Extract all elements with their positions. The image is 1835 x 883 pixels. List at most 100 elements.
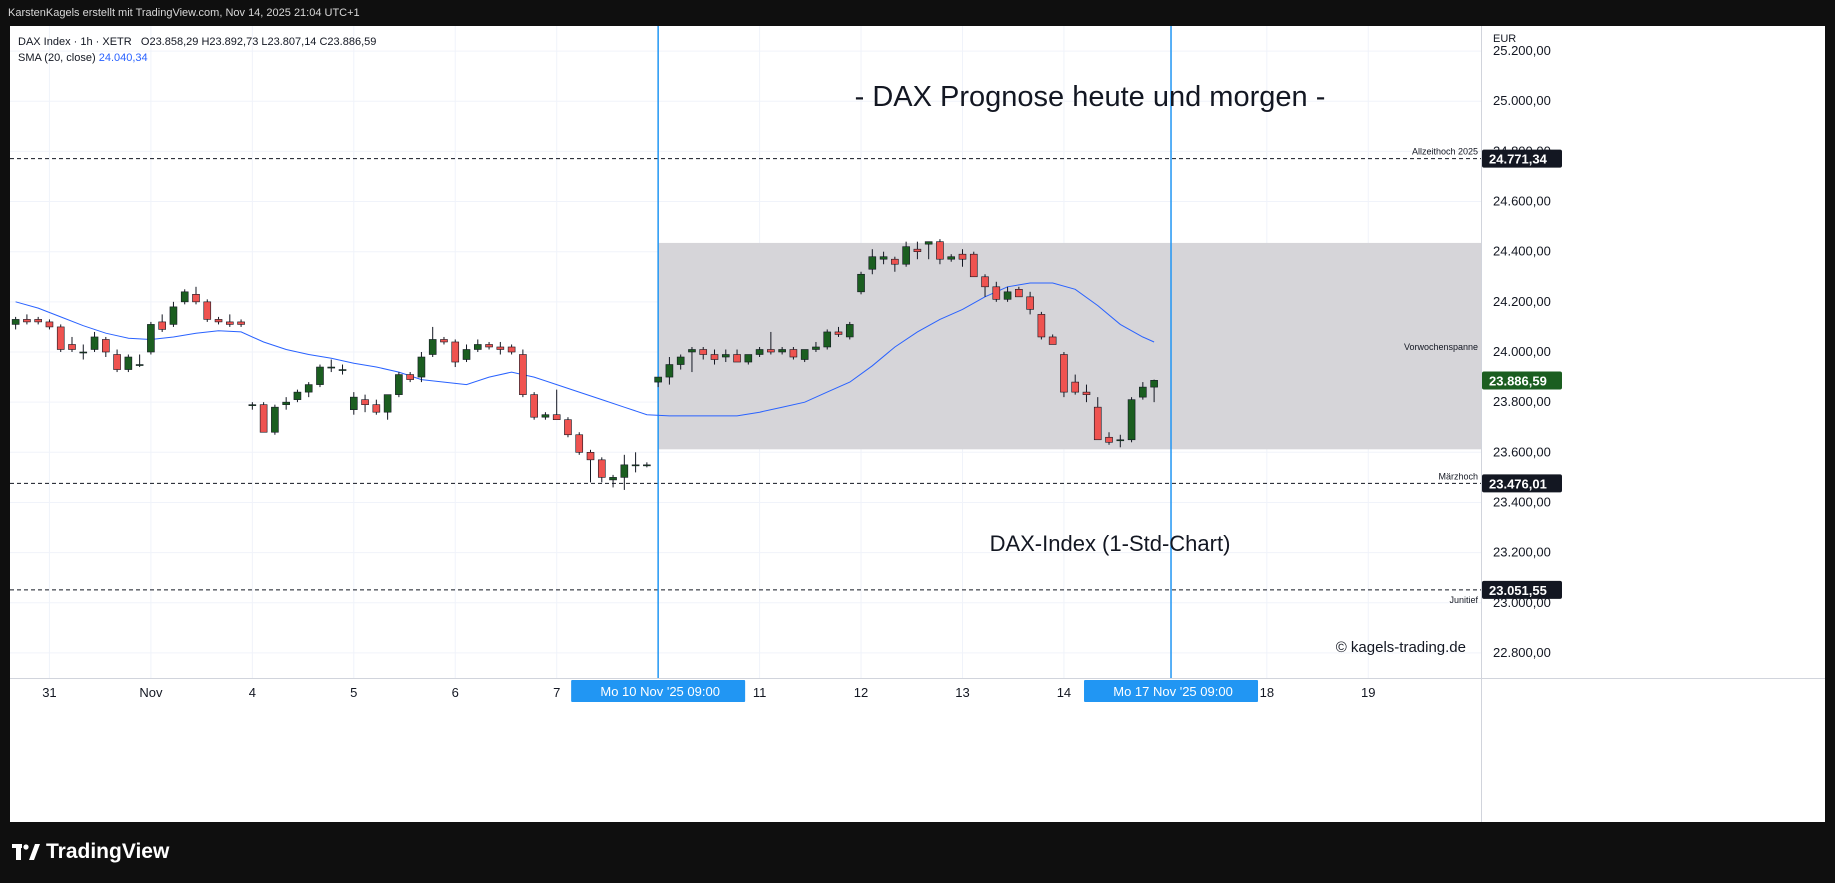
candle-body (372, 404, 381, 413)
candle (1150, 379, 1158, 403)
candle-body (1116, 439, 1125, 442)
currency-label: EUR (1493, 33, 1516, 45)
candle-body (530, 394, 538, 418)
candle (113, 349, 121, 373)
x-tick-label: Nov (139, 685, 163, 700)
candle-body (56, 326, 65, 350)
candle-body (237, 321, 245, 325)
candle (936, 239, 944, 265)
y-tick-label: 22.800,00 (1493, 645, 1551, 660)
y-tick-label: 25.200,00 (1493, 43, 1551, 58)
candle (733, 349, 741, 363)
candle (530, 392, 538, 420)
candle (473, 339, 482, 352)
candle-body (383, 394, 392, 413)
candle-body (462, 349, 471, 360)
candle (361, 394, 369, 413)
candle-body (304, 384, 313, 393)
legend-symbol: DAX Index · 1h · XETR (18, 36, 132, 48)
x-tick-label: 13 (955, 685, 969, 700)
candle-body (947, 256, 956, 260)
chart-watermark: © kagels-trading.de (1336, 639, 1466, 656)
candle (755, 346, 764, 358)
candle-body (519, 354, 527, 395)
candle (879, 251, 888, 265)
candle (699, 346, 708, 360)
candle-body (192, 294, 200, 303)
candle (338, 364, 347, 375)
candle-body (1105, 436, 1113, 443)
candle-body (924, 241, 933, 245)
candle-body (744, 354, 753, 363)
tradingview-logo[interactable]: TradingView (12, 840, 169, 864)
y-tick-label: 23.400,00 (1493, 494, 1551, 509)
candle (767, 331, 775, 355)
candle-body (473, 344, 482, 350)
x-tick-label: 11 (753, 685, 767, 700)
candle (11, 316, 20, 330)
candle-body (541, 414, 550, 418)
date-marker-bg (1084, 680, 1259, 702)
candle (169, 301, 178, 327)
candle-body (552, 414, 561, 421)
candle-body (271, 406, 279, 433)
candle-body (676, 356, 685, 365)
footer-bar (0, 822, 1835, 883)
candle-body (316, 366, 324, 385)
level-badge-bg (1482, 474, 1562, 493)
candle-body (891, 258, 899, 265)
candle (180, 289, 189, 305)
legend-ohlc: O23.858,29 H23.892,73 L23.807,14 C23.886… (140, 36, 377, 48)
candle (1105, 432, 1113, 445)
candle (1048, 334, 1057, 345)
candle-body (68, 344, 76, 350)
candle-body (721, 354, 730, 358)
candle-body (710, 354, 719, 360)
candle-body (958, 253, 967, 260)
candle (789, 346, 798, 360)
candle (519, 349, 527, 398)
candle-body (1060, 354, 1068, 393)
candle-body (451, 341, 460, 363)
candle (462, 344, 471, 363)
level-badge: 23.051,55 (1482, 580, 1562, 599)
candle (383, 394, 392, 420)
candle-body (124, 356, 133, 370)
candle (485, 341, 493, 350)
candle (643, 462, 651, 468)
candle-body (361, 399, 369, 405)
candle-body (969, 253, 978, 278)
y-tick-label: 24.600,00 (1493, 194, 1551, 209)
candle (440, 336, 448, 345)
candle (259, 402, 268, 433)
candle (327, 359, 336, 373)
candle-body (395, 374, 403, 395)
candle-body (428, 339, 437, 355)
candle-body (282, 401, 290, 405)
chart-frame[interactable]: - DAX Prognose heute und morgen - DAX-Ind… (10, 26, 1825, 822)
x-tick-label: 12 (854, 685, 868, 700)
candle (214, 316, 223, 325)
candle-body (45, 321, 54, 328)
candle-body (496, 346, 505, 350)
candle-body (34, 319, 42, 323)
level-badge-text: 24.771,34 (1489, 152, 1548, 167)
date-marker-text: Mo 10 Nov '25 09:00 (600, 684, 720, 699)
level-badge-bg (1482, 580, 1562, 599)
candle-body (1003, 291, 1012, 300)
candle (1139, 382, 1147, 400)
candle-body (1037, 314, 1046, 338)
candle-body (665, 364, 674, 378)
y-tick-label: 24.200,00 (1493, 294, 1551, 309)
candle (992, 281, 1001, 302)
price-chart[interactable]: - DAX Prognose heute und morgen - DAX-Ind… (10, 26, 1825, 822)
candle (924, 241, 933, 260)
candle (417, 352, 426, 383)
candle-body (631, 464, 640, 467)
date-marker-badge: Mo 17 Nov '25 09:00 (1084, 680, 1259, 702)
candle (800, 349, 809, 363)
candle (45, 319, 54, 330)
sma-line (15, 282, 1155, 417)
candle-body (913, 248, 922, 252)
chart-title: - DAX Prognose heute und morgen - (855, 81, 1326, 113)
